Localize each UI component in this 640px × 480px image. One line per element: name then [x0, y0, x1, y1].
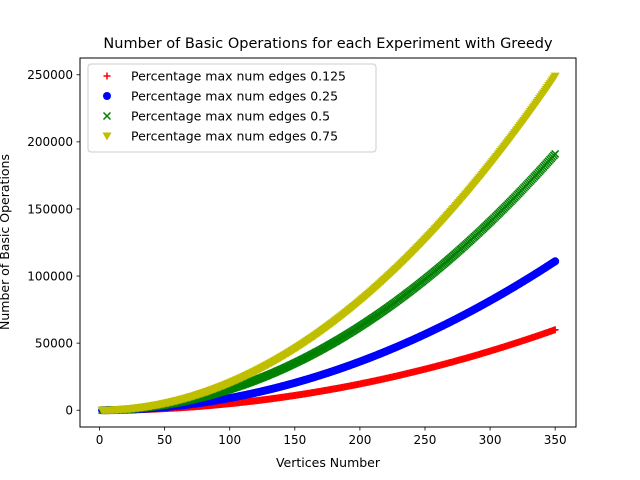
x-tick-label: 200	[348, 433, 371, 447]
data-point	[550, 72, 560, 81]
y-tick-label: 0	[65, 404, 73, 418]
legend-label: Percentage max num edges 0.75	[131, 129, 338, 144]
series-4-points	[97, 72, 560, 415]
plot-frame	[79, 57, 577, 428]
y-axis-label: Number of Basic Operations	[0, 154, 12, 330]
y-tick-label: 250000	[27, 68, 73, 82]
x-axis-ticks: 0 50 100 150 200 250 300 350	[96, 427, 567, 447]
legend-marker	[102, 111, 112, 121]
x-tick-label: 0	[96, 433, 104, 447]
y-tick-label: 150000	[27, 202, 73, 216]
legend-label: Percentage max num edges 0.5	[131, 109, 330, 124]
data-point	[551, 149, 560, 158]
x-tick-label: 250	[414, 433, 437, 447]
y-tick-label: 50000	[35, 336, 73, 350]
x-tick-label: 150	[283, 433, 306, 447]
legend-marker	[102, 132, 112, 141]
x-axis-label: Vertices Number	[276, 455, 381, 470]
legend-marker	[103, 72, 111, 80]
legend: Percentage max num edges 0.125 Percentage…	[87, 63, 377, 153]
legend-label: Percentage max num edges 0.125	[131, 69, 346, 84]
legend-marker	[103, 92, 111, 100]
y-tick-label: 100000	[27, 269, 73, 283]
data-point	[551, 326, 559, 334]
x-tick-label: 350	[544, 433, 567, 447]
data-marks	[97, 72, 560, 415]
legend-box	[87, 63, 377, 153]
chart-title: Number of Basic Operations for each Expe…	[103, 36, 553, 52]
data-point	[551, 257, 560, 266]
x-tick-label: 100	[218, 433, 241, 447]
x-tick-label: 300	[479, 433, 502, 447]
x-tick-label: 50	[157, 433, 172, 447]
y-tick-label: 200000	[27, 135, 73, 149]
y-axis-ticks: 0 50000 100000 150000 200000 250000	[27, 68, 80, 418]
legend-label: Percentage max num edges 0.25	[131, 89, 338, 104]
